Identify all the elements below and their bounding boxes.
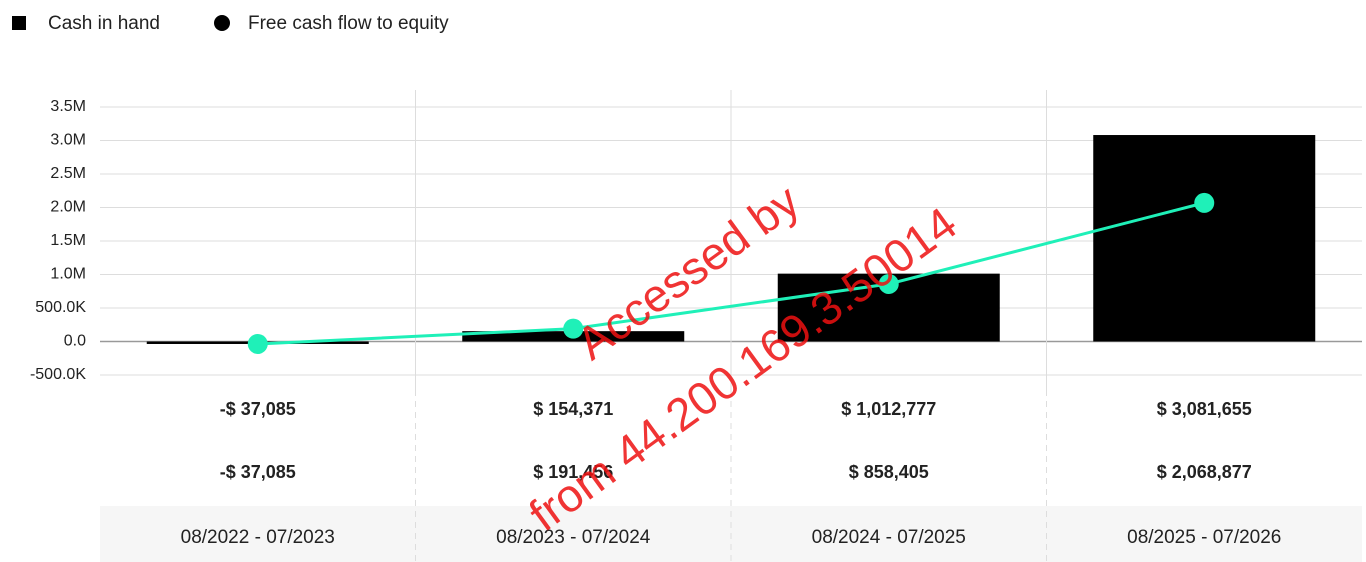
category-label: 08/2025 - 07/2026 — [1127, 527, 1281, 548]
marks — [146, 135, 1316, 354]
value-label: $ 191,456 — [533, 462, 613, 482]
value-label: $ 3,081,655 — [1157, 399, 1252, 419]
value-label: $ 1,012,777 — [841, 399, 936, 419]
point — [1194, 192, 1215, 213]
y-tick-label: 1.5M — [50, 232, 86, 249]
value-label: -$ 37,085 — [220, 399, 296, 419]
category-label: 08/2022 - 07/2023 — [181, 527, 335, 548]
value-label: $ 2,068,877 — [1157, 462, 1252, 482]
value-label: $ 154,371 — [533, 399, 613, 419]
value-label: $ 858,405 — [849, 462, 929, 482]
y-tick-label: 1.0M — [50, 266, 86, 283]
y-tick-label: 500.0K — [35, 299, 86, 316]
y-tick-label: -500.0K — [30, 366, 86, 383]
bar — [1093, 135, 1316, 342]
category-label: 08/2023 - 07/2024 — [496, 527, 651, 548]
point — [563, 318, 584, 339]
y-tick-label: 3.5M — [50, 98, 86, 115]
legend-label: Cash in hand — [48, 13, 160, 34]
y-tick-label: 3.0M — [50, 132, 86, 149]
y-tick-label: 0.0 — [64, 333, 86, 350]
legend-swatch-bar — [12, 16, 26, 30]
line — [257, 201, 1205, 346]
point — [878, 273, 899, 294]
value-label: -$ 37,085 — [220, 462, 296, 482]
category-label: 08/2024 - 07/2025 — [812, 527, 966, 548]
legend-label: Free cash flow to equity — [248, 13, 449, 34]
legend-swatch-line — [214, 15, 230, 31]
point — [247, 333, 268, 354]
y-tick-label: 2.0M — [50, 199, 86, 216]
y-tick-label: 2.5M — [50, 165, 86, 182]
